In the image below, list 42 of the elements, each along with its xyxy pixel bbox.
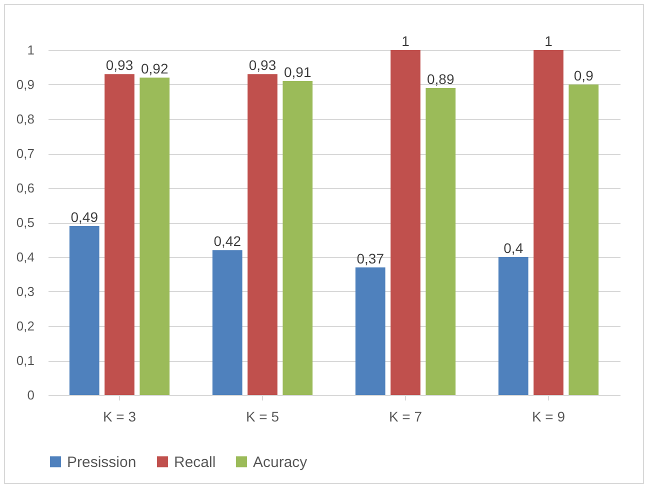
bar <box>212 250 242 395</box>
data-label: 0,42 <box>214 233 242 250</box>
x-tick-label: K = 5 <box>246 408 280 424</box>
bar <box>355 267 386 395</box>
y-tick-label: 0,1 <box>16 353 34 368</box>
data-label: 0,89 <box>427 70 454 87</box>
bar <box>248 74 278 395</box>
bar <box>568 84 599 395</box>
data-label: 0,37 <box>356 250 384 266</box>
y-tick-label: 0,3 <box>16 284 34 299</box>
y-tick-label: 0,4 <box>16 250 34 264</box>
x-tick-label: K = 9 <box>532 408 566 424</box>
y-tick-label: 1 <box>27 42 34 58</box>
bar <box>282 81 313 395</box>
y-tick-label: 0,8 <box>16 112 34 126</box>
y-tick-label: 0,6 <box>16 180 34 196</box>
data-label: 0,93 <box>248 57 276 74</box>
y-tick-label: 0,7 <box>16 146 34 161</box>
data-label: 0,92 <box>141 60 168 77</box>
bar <box>140 78 170 395</box>
legend-label: Presission <box>67 454 136 471</box>
bar <box>534 50 564 395</box>
data-label: 1 <box>544 33 553 49</box>
legend-label: Recall <box>174 454 216 471</box>
y-tick-label: 0,9 <box>16 77 34 92</box>
y-tick-label: 0,5 <box>16 215 34 230</box>
bar <box>426 88 456 395</box>
data-label: 0,4 <box>504 240 524 256</box>
data-label: 0,93 <box>106 57 134 74</box>
x-tick-label: K = 7 <box>388 408 422 424</box>
bar <box>498 257 528 395</box>
data-label: 0,9 <box>574 68 594 84</box>
data-label: 0,49 <box>70 208 98 225</box>
x-tick-label: K = 3 <box>102 408 136 424</box>
y-tick-label: 0,2 <box>16 318 34 334</box>
bar <box>69 226 100 395</box>
legend-label: Acuracy <box>253 454 308 471</box>
bar <box>104 74 134 395</box>
y-tick-label: 0 <box>27 388 34 402</box>
bar <box>390 50 420 395</box>
data-label: 0,91 <box>284 64 312 80</box>
data-label: 1 <box>402 33 410 49</box>
